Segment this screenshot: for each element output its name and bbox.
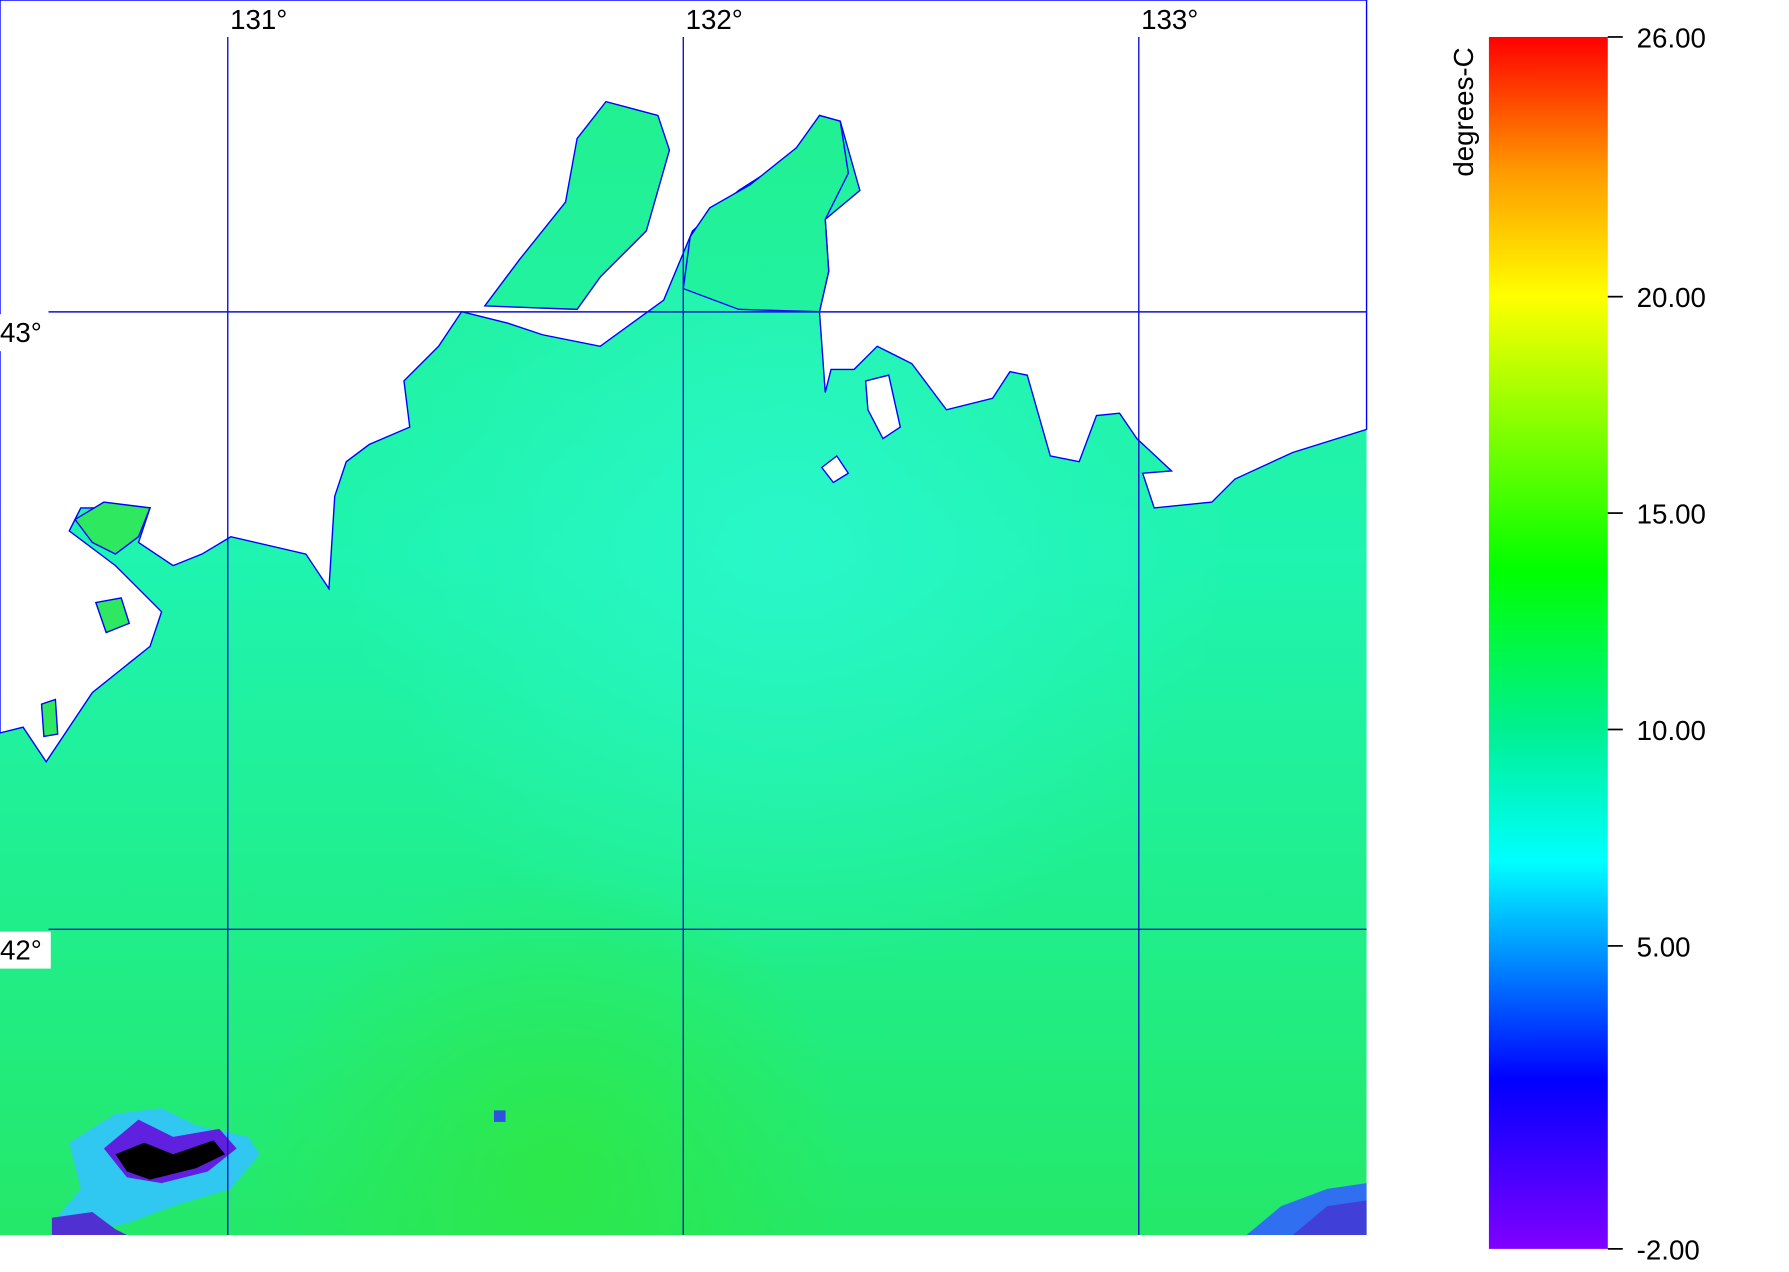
colorbar-tick-label: 20.00 bbox=[1637, 282, 1706, 313]
lon-label: 133° bbox=[1141, 4, 1198, 35]
island bbox=[864, 374, 902, 440]
lat-label: 43° bbox=[0, 317, 42, 348]
colorbar-tick-label: 26.00 bbox=[1637, 22, 1706, 53]
island bbox=[820, 454, 850, 484]
bay bbox=[682, 114, 850, 313]
colorbar-label: degrees-C bbox=[1448, 47, 1479, 176]
cold-patch bbox=[51, 1211, 127, 1236]
lat-label: 42° bbox=[0, 934, 42, 965]
graticule: 131° 132° 133° 43° 42° bbox=[0, 4, 1367, 1236]
colorbar-tick-label: 5.00 bbox=[1637, 931, 1691, 962]
lat-label-bg bbox=[0, 931, 51, 969]
colorbar-tick-label: -2.00 bbox=[1637, 1234, 1700, 1265]
lagoon bbox=[74, 501, 152, 555]
cloud-mask bbox=[115, 1140, 226, 1180]
colorbar-tick-label: 15.00 bbox=[1637, 498, 1706, 529]
lagoon bbox=[94, 597, 131, 634]
land bbox=[0, 0, 1368, 764]
lon-label: 132° bbox=[686, 4, 743, 35]
colorbar-ramp bbox=[1488, 36, 1608, 1249]
colorbar-tick-label: 10.00 bbox=[1637, 715, 1706, 746]
lon-label: 131° bbox=[230, 4, 287, 35]
cold-patch bbox=[1292, 1200, 1367, 1236]
lagoon bbox=[40, 698, 59, 738]
cold-pixel bbox=[493, 1110, 506, 1122]
colorbar: degrees-C 26.00 20.00 15.00 10.00 5.00 -2.00 bbox=[1448, 22, 1706, 1265]
bay bbox=[483, 100, 671, 311]
lat-label-bg bbox=[0, 314, 51, 352]
